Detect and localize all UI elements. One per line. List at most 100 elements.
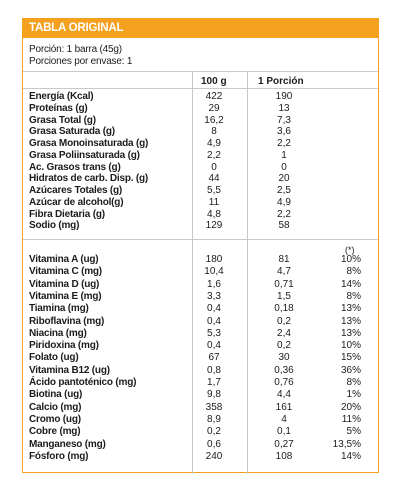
value-daily-percent: 20%	[340, 401, 361, 413]
nutrient-name: Ácido pantoténico (mg)	[29, 377, 137, 388]
nutrient-name: Fibra Dietaria (g)	[29, 208, 105, 220]
value-per-portion: 2,5	[277, 185, 291, 196]
value-per-100g: 67	[208, 352, 220, 364]
value-per-100g: 240	[205, 450, 223, 462]
value-daily-percent: 13%	[340, 315, 361, 327]
nutrient-name: Energía (Kcal)	[29, 91, 94, 102]
table-row: Biotina (ug) 9,8 4,4 1%	[23, 390, 378, 400]
value-per-portion: 0,27	[274, 438, 294, 450]
nutrient-name: Azúcares Totales (g)	[29, 185, 123, 196]
value-per-portion: 58	[278, 220, 290, 232]
nutrient-name: Riboflavina (mg)	[29, 315, 105, 327]
value-daily-percent: 14%	[340, 450, 361, 462]
value-per-100g: 8	[211, 126, 217, 138]
value-per-100g: 4,9	[207, 138, 221, 149]
value-per-100g: 44	[208, 173, 220, 185]
nutrient-name: Biotina (ug)	[29, 389, 83, 401]
nutrient-name: Hidratos de carb. Disp. (g)	[29, 173, 149, 185]
table-row: Sodio (mg) 129 58	[23, 221, 378, 231]
value-per-100g: 3,3	[207, 290, 221, 302]
value-daily-percent: 5%	[346, 426, 361, 438]
value-per-portion: 2,4	[277, 327, 291, 339]
section-divider	[23, 239, 378, 240]
value-daily-percent: 10%	[340, 340, 361, 352]
portions-per-pack: Porciones por envase: 1	[29, 56, 133, 67]
table-row: Vitamina C (mg) 10,4 4,7 8%	[23, 267, 378, 277]
nutrient-name: Grasa Monoinsaturada (g)	[29, 138, 149, 149]
value-per-portion: 0,1	[277, 426, 291, 438]
nutrient-name: Proteínas (g)	[29, 102, 88, 114]
value-per-portion: 81	[278, 254, 290, 265]
table-row: Proteínas (g) 29 13	[23, 102, 378, 114]
value-daily-percent: 14%	[340, 278, 361, 290]
table-row: Manganeso (mg) 0,6 0,27 13,5%	[23, 438, 378, 450]
value-per-portion: 190	[275, 91, 293, 102]
table-row: Ac. Grasos trans (g) 0 0	[23, 161, 378, 173]
nutrient-name: Ac. Grasos trans (g)	[29, 161, 121, 173]
value-per-portion: 0,2	[277, 315, 291, 327]
value-per-portion: 161	[275, 401, 293, 413]
table-row: Grasa Total (g) 16,2 7,3	[23, 114, 378, 126]
value-per-100g: 0,4	[207, 303, 221, 315]
table-row: Vitamina E (mg) 3,3 1,5 8%	[23, 290, 378, 302]
value-per-portion: 108	[275, 450, 293, 462]
value-per-100g: 29	[208, 102, 220, 114]
value-per-portion: 0,71	[274, 278, 294, 290]
portion-size: Porción: 1 barra (45g)	[29, 44, 122, 55]
table-row: Grasa Poliinsaturada (g) 2,2 1	[23, 149, 378, 161]
value-daily-percent: 1%	[346, 389, 361, 401]
nutrient-name: Cobre (mg)	[29, 426, 81, 438]
divider	[23, 71, 378, 72]
value-daily-percent: 8%	[346, 290, 361, 302]
divider	[23, 88, 378, 89]
value-per-portion: 20	[278, 173, 290, 185]
value-per-portion: 0,2	[277, 340, 291, 352]
table-row: Energía (Kcal) 422 190	[23, 92, 378, 102]
value-per-100g: 0,2	[207, 426, 221, 438]
value-per-100g: 180	[205, 254, 223, 265]
table-row: Niacina (mg) 5,3 2,4 13%	[23, 327, 378, 339]
value-per-100g: 358	[205, 401, 223, 413]
value-daily-percent: 36%	[340, 364, 361, 376]
value-per-portion: 1	[281, 149, 287, 161]
value-per-100g: 0,6	[207, 438, 221, 450]
table-row: Folato (ug) 67 30 15%	[23, 353, 378, 363]
table-row: Azúcar de alcohol(g) 11 4,9	[23, 196, 378, 208]
table-row: Vitamina B12 (ug) 0,8 0,36 36%	[23, 364, 378, 376]
value-per-portion: 0,76	[274, 377, 294, 388]
value-per-portion: 4,4	[277, 389, 291, 401]
value-per-100g: 0	[211, 161, 217, 173]
value-per-100g: 11	[208, 196, 220, 208]
value-per-portion: 4	[281, 413, 287, 425]
value-daily-percent: 10%	[340, 254, 361, 265]
value-per-portion: 2,2	[277, 208, 291, 220]
value-per-100g: 2,2	[207, 149, 221, 161]
value-daily-percent: 8%	[346, 266, 361, 278]
table-row: Vitamina A (ug) 180 81 10%	[23, 255, 378, 265]
value-daily-percent: 13%	[340, 303, 361, 315]
nutrition-table: TABLA ORIGINAL Porción: 1 barra (45g) Po…	[22, 18, 379, 474]
value-daily-percent: 8%	[346, 377, 361, 388]
nutrient-name: Vitamina D (ug)	[29, 278, 100, 290]
value-per-portion: 0	[281, 161, 287, 173]
table-title: TABLA ORIGINAL	[29, 22, 124, 34]
value-per-100g: 9,8	[207, 389, 221, 401]
value-per-portion: 4,7	[277, 266, 291, 278]
table-row: Vitamina D (ug) 1,6 0,71 14%	[23, 278, 378, 290]
value-per-100g: 5,3	[207, 327, 221, 339]
value-per-100g: 4,8	[207, 208, 221, 220]
value-per-100g: 16,2	[204, 114, 224, 126]
value-per-100g: 0,8	[207, 364, 221, 376]
value-per-portion: 2,2	[277, 138, 291, 149]
table-row: Grasa Monoinsaturada (g) 4,9 2,2	[23, 139, 378, 149]
nutrient-name: Grasa Saturada (g)	[29, 126, 115, 138]
value-per-portion: 0,18	[274, 303, 294, 315]
nutrient-name: Tiamina (mg)	[29, 303, 89, 315]
value-per-portion: 0,36	[274, 364, 294, 376]
value-daily-percent: 15%	[340, 352, 361, 364]
nutrient-name: Calcio (mg)	[29, 401, 82, 413]
table-row: Riboflavina (mg) 0,4 0,2 13%	[23, 315, 378, 327]
nutrient-name: Vitamina E (mg)	[29, 290, 102, 302]
table-row: Calcio (mg) 358 161 20%	[23, 401, 378, 413]
value-per-portion: 30	[278, 352, 290, 364]
